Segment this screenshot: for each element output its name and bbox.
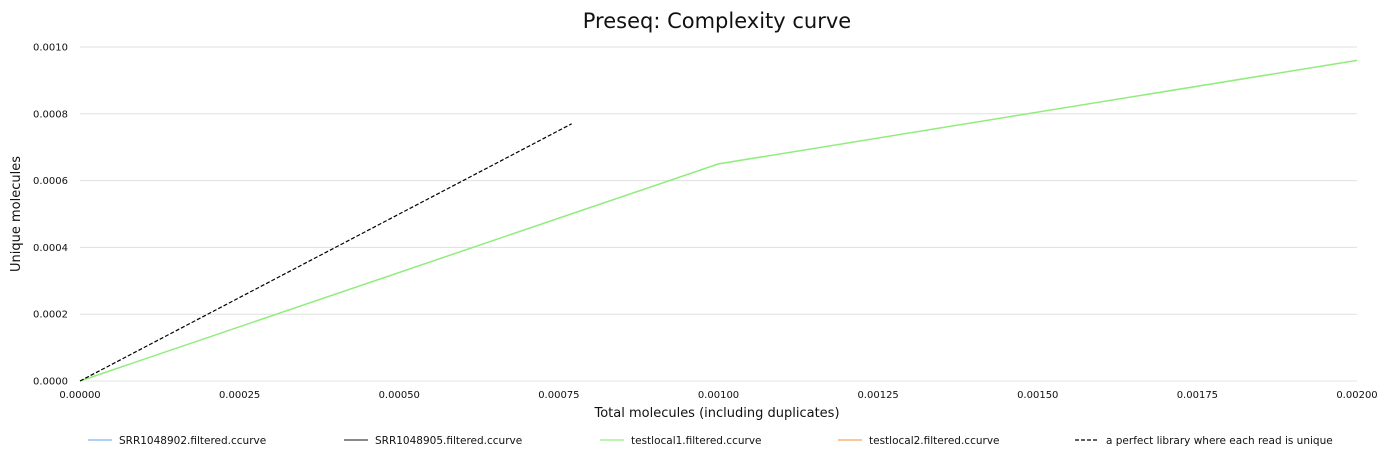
y-tick-label-2: 0.0004	[33, 243, 68, 254]
y-tick-label-4: 0.0008	[33, 109, 68, 120]
y-axis-label: Unique molecules	[9, 156, 24, 272]
data-series	[79, 59, 1358, 382]
series-line-2	[79, 59, 1358, 382]
legend-label-1: SRR1048905.filtered.ccurve	[375, 435, 522, 447]
legend-item-3[interactable]: testlocal2.filtered.ccurve	[838, 435, 1000, 447]
x-tick-label-7: 0.00175	[1177, 390, 1218, 401]
x-tick-label-6: 0.00150	[1017, 390, 1058, 401]
x-tick-label-0: 0.00000	[59, 390, 100, 401]
legend: SRR1048902.filtered.ccurve SRR1048905.fil…	[88, 435, 1333, 447]
legend-label-2: testlocal1.filtered.ccurve	[631, 435, 762, 447]
legend-item-4[interactable]: a perfect library where each read is uni…	[1075, 435, 1333, 447]
legend-label-4: a perfect library where each read is uni…	[1106, 435, 1333, 447]
y-tick-label-3: 0.0006	[33, 176, 68, 187]
chart-title: Preseq: Complexity curve	[583, 9, 851, 33]
legend-label-3: testlocal2.filtered.ccurve	[869, 435, 1000, 447]
series-line-4	[79, 123, 572, 382]
x-tick-label-5: 0.00125	[857, 390, 898, 401]
legend-item-1[interactable]: SRR1048905.filtered.ccurve	[344, 435, 522, 447]
legend-item-0[interactable]: SRR1048902.filtered.ccurve	[88, 435, 266, 447]
x-tick-label-4: 0.00100	[698, 390, 739, 401]
legend-label-0: SRR1048902.filtered.ccurve	[119, 435, 266, 447]
x-tick-label-1: 0.00025	[219, 390, 260, 401]
x-tick-label-8: 0.00200	[1336, 390, 1377, 401]
tick-labels: 0.0000 0.0002 0.0004 0.0006 0.0008 0.0010 0.00…	[33, 43, 1378, 402]
legend-item-2[interactable]: testlocal1.filtered.ccurve	[600, 435, 762, 447]
y-tick-label-5: 0.0010	[33, 43, 68, 54]
x-axis-label: Total molecules (including duplicates)	[593, 406, 839, 421]
y-tick-label-1: 0.0002	[33, 310, 68, 321]
grid-lines	[80, 46, 1357, 315]
x-tick-label-3: 0.00075	[538, 390, 579, 401]
y-tick-label-0: 0.0000	[33, 377, 68, 388]
x-tick-label-2: 0.00050	[379, 390, 420, 401]
